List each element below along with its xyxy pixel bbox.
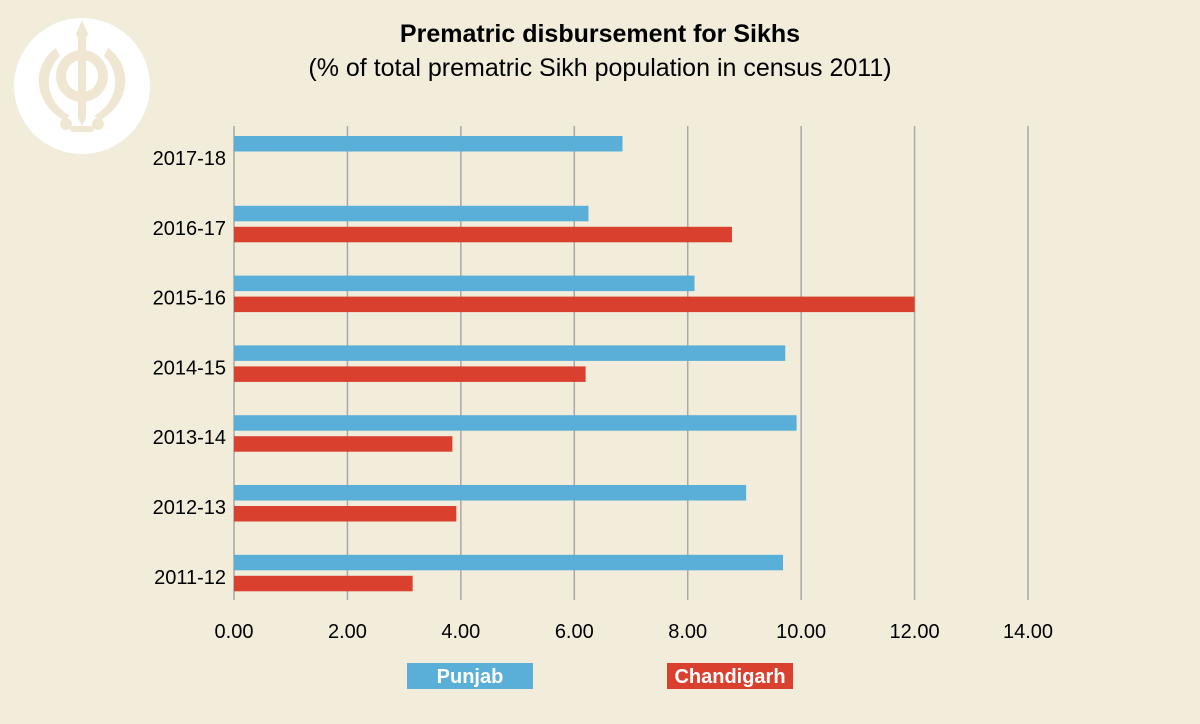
legend: Punjab Chandigarh xyxy=(407,663,793,689)
logo xyxy=(14,18,150,154)
legend-swatch-punjab xyxy=(407,663,533,689)
bar-chandigarh-2013-14 xyxy=(234,436,453,452)
category-label: 2012-13 xyxy=(153,497,226,519)
category-label: 2011-12 xyxy=(154,567,226,589)
chart-subtitle: (% of total prematric Sikh population in… xyxy=(308,54,891,82)
bar-chandigarh-2012-13 xyxy=(234,506,457,522)
x-tick-label: 2.00 xyxy=(328,621,367,643)
x-tick-label: 8.00 xyxy=(668,621,707,643)
legend-label-punjab: Punjab xyxy=(437,666,504,688)
category-label: 2014-15 xyxy=(153,357,226,379)
bars xyxy=(234,136,915,592)
legend-swatch-chandigarh xyxy=(667,663,793,689)
bar-punjab-2015-16 xyxy=(234,275,695,292)
x-tick-label: 10.00 xyxy=(776,621,826,643)
x-tick-label: 0.00 xyxy=(215,621,254,643)
category-labels: 2017-18 2016-17 2015-16 2014-15 2013-14 2012-… xyxy=(153,148,226,589)
bar-punjab-2013-14 xyxy=(234,415,797,431)
bar-chandigarh-2014-15 xyxy=(234,366,586,382)
bar-punjab-2014-15 xyxy=(234,345,786,361)
grid-lines xyxy=(233,126,1029,600)
x-tick-label: 4.00 xyxy=(441,621,480,643)
bar-chandigarh-2015-16 xyxy=(234,296,915,313)
bar-punjab-2017-18 xyxy=(234,136,623,152)
x-tick-label: 6.00 xyxy=(555,621,594,643)
chart-title: Prematric disbursement for Sikhs xyxy=(400,20,800,48)
bar-punjab-2016-17 xyxy=(234,205,589,222)
bar-chandigarh-2011-12 xyxy=(234,575,413,592)
category-label: 2013-14 xyxy=(153,427,226,449)
category-label: 2017-18 xyxy=(153,148,226,170)
x-tick-label: 12.00 xyxy=(890,621,940,643)
x-tick-labels: 0.00 2.00 4.00 6.00 8.00 10.00 12.00 14.00 xyxy=(215,621,1054,643)
bar-punjab-2012-13 xyxy=(234,485,747,501)
category-label: 2016-17 xyxy=(153,218,226,240)
bar-punjab-2011-12 xyxy=(234,554,783,571)
khanda-icon xyxy=(38,20,126,132)
bar-chandigarh-2016-17 xyxy=(234,226,732,243)
category-label: 2015-16 xyxy=(153,288,226,310)
x-tick-label: 14.00 xyxy=(1003,621,1053,643)
legend-label-chandigarh: Chandigarh xyxy=(674,666,785,688)
